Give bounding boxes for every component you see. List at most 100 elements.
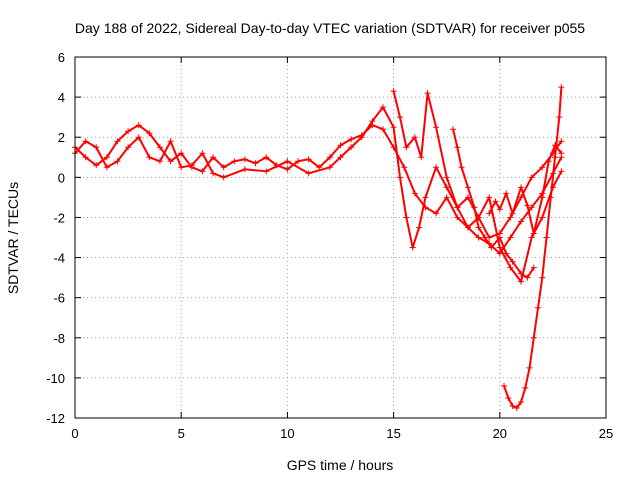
data-point <box>263 154 270 161</box>
data-point <box>507 264 514 271</box>
y-tick-label: 6 <box>58 50 65 65</box>
x-axis-label: GPS time / hours <box>287 457 394 473</box>
data-point <box>82 138 89 145</box>
data-point <box>401 164 408 171</box>
data-point <box>396 114 403 121</box>
data-point <box>326 154 333 161</box>
data-point <box>146 130 153 137</box>
data-point <box>114 158 121 165</box>
y-tick-label: -4 <box>53 251 65 266</box>
data-point <box>178 164 185 171</box>
data-point <box>539 274 546 281</box>
data-point <box>156 158 163 165</box>
tick-layer: 0 5 10 15 20 25 -12 -10 -8 -6 -4 -2 0 2 4 6 <box>46 50 613 441</box>
y-tick-label: -2 <box>53 210 65 225</box>
data-point <box>503 190 510 197</box>
data-point <box>518 278 525 285</box>
series-track-e <box>501 84 565 411</box>
x-tick-label: 5 <box>178 426 185 441</box>
data-point <box>411 134 418 141</box>
data-point <box>103 154 110 161</box>
y-tick-label: -10 <box>46 371 65 386</box>
data-point <box>552 154 559 161</box>
data-point <box>496 244 503 251</box>
data-point <box>135 134 142 141</box>
data-point <box>416 224 423 231</box>
data-point <box>464 224 471 231</box>
data-point <box>543 234 550 241</box>
data-point <box>507 234 514 241</box>
data-point <box>263 168 270 175</box>
data-point <box>403 214 410 221</box>
data-point <box>326 164 333 171</box>
series-line <box>74 124 563 239</box>
data-point <box>486 210 493 217</box>
data-point <box>220 164 227 171</box>
data-point <box>539 194 546 201</box>
data-point <box>454 214 461 221</box>
data-point <box>220 174 227 181</box>
series-line <box>74 106 563 283</box>
series-track-a <box>72 122 565 241</box>
data-point <box>458 164 465 171</box>
x-tick-label: 10 <box>280 426 294 441</box>
data-point <box>156 144 163 151</box>
data-point <box>390 124 397 131</box>
data-point <box>114 138 121 145</box>
data-point <box>337 142 344 149</box>
data-point <box>528 174 535 181</box>
data-point <box>252 160 259 167</box>
data-point <box>454 144 461 151</box>
data-point <box>471 204 478 211</box>
data-point <box>558 138 565 145</box>
data-point <box>518 218 525 225</box>
data-point <box>231 158 238 165</box>
plot-frame <box>74 56 607 419</box>
data-point <box>188 162 195 169</box>
data-point <box>241 166 248 173</box>
data-point <box>210 154 217 161</box>
data-point <box>403 144 410 151</box>
data-point <box>488 244 495 251</box>
data-point <box>443 174 450 181</box>
data-point <box>337 154 344 161</box>
data-point <box>513 404 520 411</box>
data-point <box>443 194 450 201</box>
data-point <box>505 394 512 401</box>
data-point <box>178 150 185 157</box>
data-point <box>507 214 514 221</box>
data-point <box>518 398 525 405</box>
data-point <box>241 156 248 163</box>
data-point <box>518 194 525 201</box>
data-point <box>369 118 376 125</box>
data-point <box>501 382 508 389</box>
x-tick-label: 15 <box>386 426 400 441</box>
x-tick-label: 0 <box>71 426 78 441</box>
data-point <box>379 104 386 111</box>
data-point <box>433 164 440 171</box>
y-tick-label: -6 <box>53 291 65 306</box>
data-point <box>358 134 365 141</box>
data-point <box>125 144 132 151</box>
y-axis-label: SDTVAR / TECUs <box>5 182 21 294</box>
data-point <box>418 154 425 161</box>
data-point <box>396 174 403 181</box>
data-point <box>135 122 142 129</box>
data-point <box>547 194 554 201</box>
data-point <box>486 194 493 201</box>
series-track-b <box>72 104 565 285</box>
series-line <box>503 87 563 409</box>
data-point <box>146 154 153 161</box>
data-point <box>348 136 355 143</box>
data-point <box>558 168 565 175</box>
x-tick-label: 20 <box>493 426 507 441</box>
data-point <box>450 126 457 133</box>
data-point <box>552 142 559 149</box>
data-point <box>556 114 563 121</box>
data-point <box>503 250 510 257</box>
data-point <box>424 90 431 97</box>
data-point <box>295 158 302 165</box>
series-line <box>452 128 535 279</box>
data-point <box>464 184 471 191</box>
